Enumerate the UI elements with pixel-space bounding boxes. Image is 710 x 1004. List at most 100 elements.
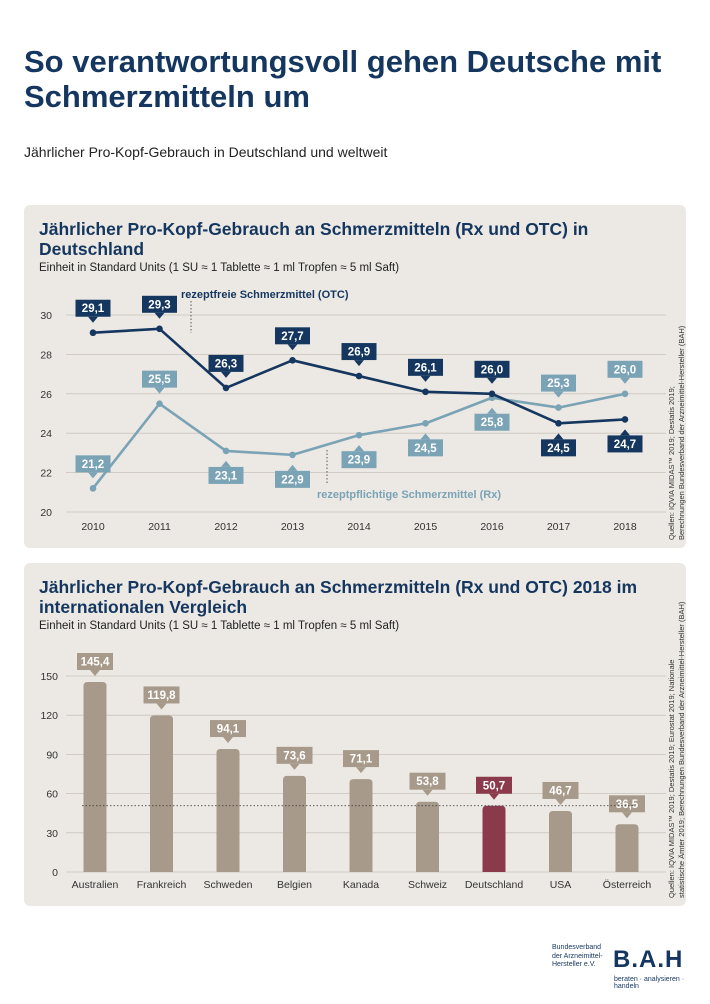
y-tick-label: 28 [40, 349, 52, 361]
bar-label-pointer [156, 703, 167, 710]
otc-data-point [289, 357, 296, 364]
bar-chart-source: Quellen: IQVIA MIDAS™ 2019; Destatis 201… [667, 602, 687, 898]
y-tick-label: 150 [40, 671, 58, 683]
y-tick-label: 26 [40, 389, 52, 401]
line-chart-source-line-2: Berechnungen Bundesverband der Arzneimit… [677, 325, 686, 540]
otc-data-point [89, 329, 97, 337]
rx-label-box [75, 455, 111, 473]
x-tick-label: USA [550, 879, 572, 891]
otc-data-label: 26,9 [348, 347, 370, 359]
otc-label-box [408, 358, 443, 376]
rx-data-point [422, 420, 429, 427]
rx-data-point [156, 400, 163, 407]
bar-label-pointer [622, 812, 632, 819]
otc-label-pointer [420, 375, 431, 382]
bar-label-pointer [422, 789, 433, 796]
y-tick-label: 30 [46, 828, 58, 840]
rx-label-box [541, 374, 576, 392]
y-tick-label: 0 [52, 867, 58, 879]
x-tick-label: Australien [72, 879, 119, 891]
otc-label-pointer [354, 360, 364, 367]
bar-label-box [542, 781, 579, 799]
otc-label-pointer [88, 316, 98, 323]
bar [150, 715, 173, 872]
otc-label-box [75, 299, 111, 317]
y-tick-label: 90 [46, 749, 58, 761]
bar-label-box [609, 795, 645, 813]
bar-label-box [210, 720, 246, 738]
y-tick-label: 22 [40, 468, 52, 480]
bar-label-box [343, 750, 379, 768]
bar-data-label: 119,8 [147, 690, 176, 702]
rx-label-pointer [287, 464, 298, 471]
y-tick-label: 24 [40, 428, 52, 440]
bar-label-box [476, 776, 512, 794]
otc-label-pointer [287, 344, 298, 351]
x-tick-label: 2017 [547, 521, 571, 533]
x-tick-label: Schweden [203, 879, 252, 891]
rx-label-box [474, 413, 510, 431]
bar-data-label: 46,7 [549, 785, 571, 797]
logo-mark: B.A.H [613, 946, 684, 973]
rx-data-point [89, 485, 97, 492]
bar-label-box [409, 772, 446, 790]
bar-label-pointer [90, 670, 100, 677]
line-chart-title: Jährlicher Pro-Kopf-Gebrauch an Schmerzm… [39, 219, 589, 259]
bar-data-label: 53,8 [416, 776, 439, 788]
x-tick-label: 2013 [281, 521, 305, 533]
bar-chart-source-line-1: Quellen: IQVIA MIDAS™ 2019; Destatis 201… [667, 659, 676, 898]
bar-chart-panel: Jährlicher Pro-Kopf-Gebrauch an Schmerzm… [24, 563, 686, 906]
bar-label-box [77, 653, 113, 671]
y-tick-label: 60 [46, 789, 58, 801]
bar-data-label: 145,4 [81, 657, 110, 669]
otc-label-pointer [154, 312, 165, 319]
otc-label-box [341, 343, 377, 361]
x-tick-label: 2015 [414, 521, 438, 533]
bar [482, 805, 506, 872]
rx-label-pointer [354, 445, 364, 452]
x-tick-label: 2012 [214, 521, 238, 533]
x-tick-label: Kanada [343, 879, 379, 891]
otc-label-box [208, 354, 244, 372]
bar [416, 801, 439, 872]
rx-data-label: 25,8 [481, 417, 504, 429]
x-tick-label: Österreich [603, 879, 652, 891]
otc-label-box [607, 435, 643, 453]
bar [549, 810, 572, 872]
otc-label-box [474, 360, 510, 378]
bar-label-pointer [555, 798, 566, 805]
otc-data-label: 26,3 [215, 358, 237, 370]
rx-data-label: 26,0 [614, 364, 636, 376]
rx-label-pointer [553, 391, 564, 398]
otc-data-point [355, 372, 363, 380]
otc-data-label: 27,7 [281, 331, 303, 343]
otc-data-label: 29,3 [148, 299, 170, 311]
rx-data-label: 23,1 [215, 470, 238, 482]
otc-data-label: 29,1 [82, 303, 105, 315]
x-tick-label: Deutschland [465, 879, 524, 891]
rx-label-box [341, 451, 377, 469]
logo-text-line-3: Hersteller e.V. [552, 961, 596, 968]
otc-label-pointer [221, 371, 231, 378]
bar-data-label: 50,7 [483, 780, 505, 792]
otc-data-label: 24,7 [614, 439, 636, 451]
bar-chart-source-line-2: statistische Ämter 2019; Berechnungen Bu… [677, 601, 686, 898]
rx-label-pointer [88, 472, 98, 479]
bar-chart: 0 30 60 90 120 150 145,4 Australien 119,8 Frankre… [40, 653, 666, 891]
otc-data-point [488, 390, 496, 398]
bar-chart-unit: Einheit in Standard Units (1 SU ≈ 1 Tabl… [39, 620, 400, 632]
bar [283, 775, 306, 872]
rx-data-label: 21,2 [82, 459, 104, 471]
x-tick-label: 2016 [480, 521, 504, 533]
logo-tagline: beraten · analysieren · handeln [614, 976, 685, 990]
rx-label-pointer [487, 407, 497, 414]
x-tick-label: 2010 [81, 521, 105, 533]
rx-data-point [355, 431, 363, 439]
x-tick-label: Frankreich [137, 879, 187, 891]
logo-text: Bundesverband der Arzneimittel- Herstell… [552, 944, 603, 970]
rx-data-point [289, 451, 296, 459]
logo-text-line-2: der Arzneimittel- [552, 952, 603, 960]
otc-data-point [621, 416, 629, 423]
bar-label-box [276, 746, 313, 764]
bar-label-pointer [356, 767, 366, 774]
